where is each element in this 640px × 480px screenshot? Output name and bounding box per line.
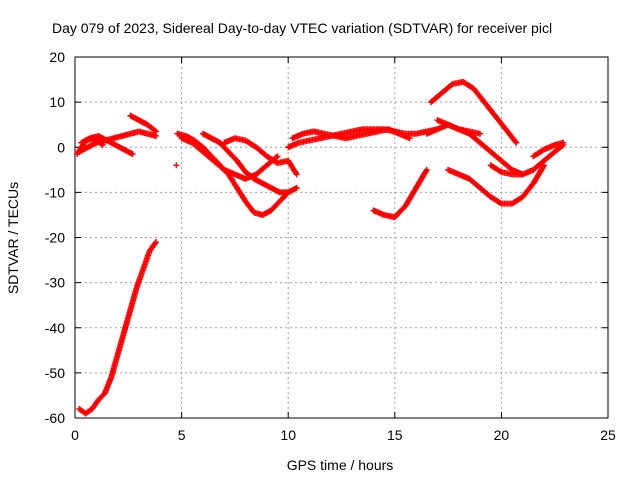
x-tick-label: 0 — [71, 427, 79, 443]
data-point — [293, 171, 300, 178]
data-point — [153, 239, 160, 246]
y-tick-label: 10 — [49, 94, 65, 110]
data-point — [273, 154, 280, 161]
x-tick-label: 5 — [178, 427, 186, 443]
data-point — [406, 135, 413, 142]
data-point — [513, 139, 520, 146]
grid-lines — [75, 57, 608, 418]
y-tick-label: -50 — [45, 365, 65, 381]
data-point — [152, 240, 159, 247]
data-point — [129, 151, 136, 158]
y-tick-label: -10 — [45, 184, 65, 200]
data-point — [99, 141, 106, 148]
data-point — [423, 166, 430, 173]
data-point — [423, 168, 430, 175]
y-axis-label: SDTVAR / TECUs — [5, 182, 21, 294]
x-axis-label: GPS time / hours — [287, 457, 394, 473]
data-point — [512, 138, 519, 145]
x-tick-label: 15 — [387, 427, 403, 443]
y-tick-label: 20 — [49, 49, 65, 65]
data-point — [293, 184, 300, 191]
chart-title: Day 079 of 2023, Sidereal Day-to-day VTE… — [52, 20, 552, 36]
data-point — [153, 128, 160, 135]
y-tick-label: -30 — [45, 275, 65, 291]
data-point — [560, 139, 567, 146]
y-tick-label: -20 — [45, 230, 65, 246]
data-point — [151, 127, 158, 134]
x-tick-label: 20 — [494, 427, 510, 443]
data-point — [477, 130, 484, 137]
data-points — [74, 78, 567, 417]
axis-ticks: 0 5 10 15 20 25 -60 -50 -40 -30 -20 -10 0 10 20 — [45, 49, 616, 443]
y-tick-label: 0 — [57, 139, 65, 155]
data-point — [98, 141, 105, 148]
x-tick-label: 10 — [280, 427, 296, 443]
y-tick-label: -60 — [45, 410, 65, 426]
data-point — [173, 162, 180, 169]
y-tick-label: -40 — [45, 320, 65, 336]
data-point — [274, 153, 281, 160]
x-tick-label: 25 — [600, 427, 616, 443]
